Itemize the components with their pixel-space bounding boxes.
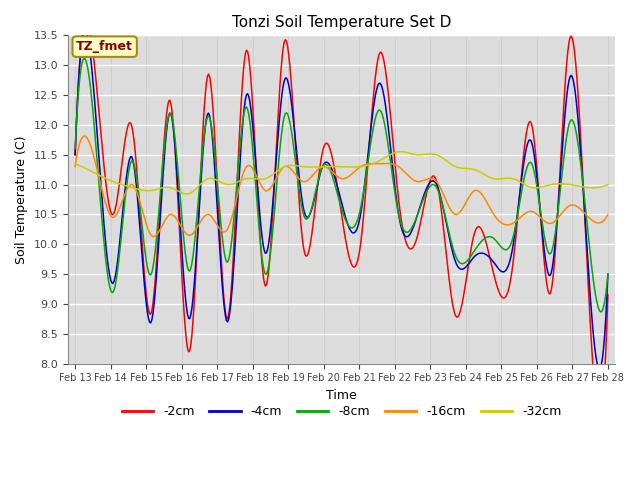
-8cm — [604, 271, 612, 277]
-2cm — [238, 87, 246, 93]
-32cm — [557, 181, 565, 187]
Line: -32cm: -32cm — [75, 152, 608, 194]
-8cm — [396, 217, 404, 223]
Y-axis label: Soil Temperature (C): Soil Temperature (C) — [15, 135, 28, 264]
Title: Tonzi Soil Temperature Set D: Tonzi Soil Temperature Set D — [232, 15, 451, 30]
Line: -2cm: -2cm — [75, 21, 608, 417]
-2cm — [604, 292, 612, 298]
-2cm — [396, 207, 404, 213]
-32cm — [297, 164, 305, 169]
-8cm — [80, 56, 88, 61]
-16cm — [71, 164, 79, 169]
-32cm — [182, 191, 190, 197]
-32cm — [371, 160, 378, 166]
-4cm — [595, 366, 603, 372]
-16cm — [604, 212, 612, 217]
-32cm — [604, 182, 612, 188]
-16cm — [239, 171, 247, 177]
-4cm — [464, 262, 472, 268]
-8cm — [371, 120, 378, 125]
-4cm — [71, 152, 79, 157]
Text: TZ_fmet: TZ_fmet — [76, 40, 133, 53]
-16cm — [465, 194, 473, 200]
-16cm — [372, 161, 380, 167]
-4cm — [556, 177, 564, 182]
-8cm — [556, 190, 564, 195]
-32cm — [71, 161, 79, 167]
X-axis label: Time: Time — [326, 389, 357, 402]
-16cm — [80, 133, 88, 139]
-4cm — [238, 131, 246, 136]
Line: -16cm: -16cm — [75, 136, 608, 237]
Line: -4cm: -4cm — [75, 31, 608, 369]
-4cm — [81, 28, 89, 34]
-8cm — [597, 309, 605, 315]
-8cm — [71, 146, 79, 152]
-8cm — [297, 199, 305, 205]
-2cm — [595, 414, 603, 420]
-16cm — [397, 166, 405, 171]
-32cm — [396, 149, 404, 155]
-2cm — [71, 152, 79, 157]
-16cm — [150, 234, 158, 240]
-32cm — [397, 149, 405, 155]
-2cm — [556, 168, 564, 173]
-4cm — [396, 219, 404, 225]
-2cm — [83, 18, 90, 24]
Legend: -2cm, -4cm, -8cm, -16cm, -32cm: -2cm, -4cm, -8cm, -16cm, -32cm — [116, 400, 566, 423]
-2cm — [297, 221, 305, 227]
-8cm — [464, 257, 472, 263]
-8cm — [238, 124, 246, 130]
-4cm — [371, 99, 378, 105]
-4cm — [604, 271, 612, 277]
Line: -8cm: -8cm — [75, 59, 608, 312]
-32cm — [465, 166, 473, 171]
-16cm — [557, 211, 565, 217]
-2cm — [464, 266, 472, 272]
-4cm — [297, 189, 305, 195]
-2cm — [371, 84, 378, 89]
-32cm — [238, 177, 246, 183]
-16cm — [298, 178, 306, 184]
